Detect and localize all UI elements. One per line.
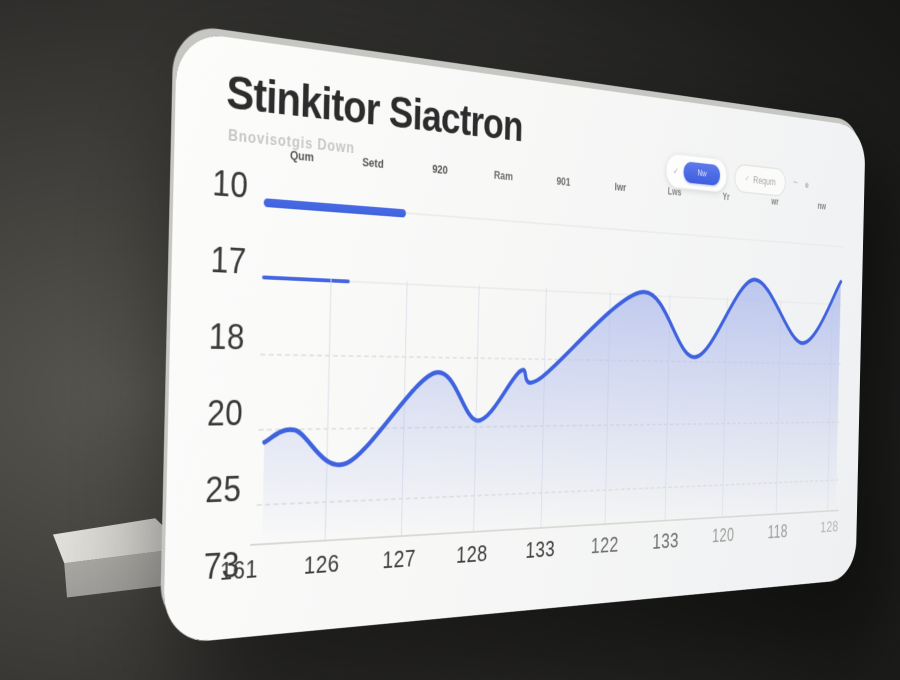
check-icon: ✓ xyxy=(744,174,750,184)
area-chart xyxy=(256,236,843,545)
x-axis-label: 122 xyxy=(590,531,619,559)
dashboard-card: Stinkitor Siactron Bnovisotgis Down ✓ Nw… xyxy=(163,30,866,645)
column-header: Setd xyxy=(362,154,384,171)
x-axis-label: 128 xyxy=(455,539,488,569)
x-axis-label: 133 xyxy=(652,527,679,554)
filter-button[interactable]: ✓ Requm xyxy=(734,162,786,197)
collapse-indicator: ~ xyxy=(792,176,798,191)
x-axis-label: 128 xyxy=(820,517,839,537)
y-axis-label: 20 xyxy=(206,393,244,434)
y-axis-label: 25 xyxy=(204,468,242,511)
column-header: Iwr xyxy=(614,180,627,194)
x-axis-label: 133 xyxy=(525,535,556,564)
x-axis-label: 120 xyxy=(711,524,735,547)
x-axis-label: 161 xyxy=(219,554,259,586)
check-icon: ✓ xyxy=(673,166,679,177)
progress-bar xyxy=(263,197,407,218)
filter-button-label: Requm xyxy=(753,173,776,188)
x-axis-label: 126 xyxy=(303,549,340,580)
x-axis-label: 127 xyxy=(382,544,417,574)
x-axis-label: 118 xyxy=(767,520,788,543)
column-header: 901 xyxy=(556,174,571,189)
active-segment-button[interactable]: Nw xyxy=(683,161,721,186)
area-fill xyxy=(262,247,841,545)
column-header: Ram xyxy=(493,168,514,184)
dashboard-card-wrap: Stinkitor Siactron Bnovisotgis Down ✓ Nw… xyxy=(163,30,866,645)
column-header: 920 xyxy=(432,161,449,177)
y-axis-label: 10 xyxy=(211,162,249,206)
more-icon[interactable] xyxy=(804,182,809,188)
y-axis-label: 17 xyxy=(210,239,248,282)
y-axis-label: 18 xyxy=(208,316,246,358)
